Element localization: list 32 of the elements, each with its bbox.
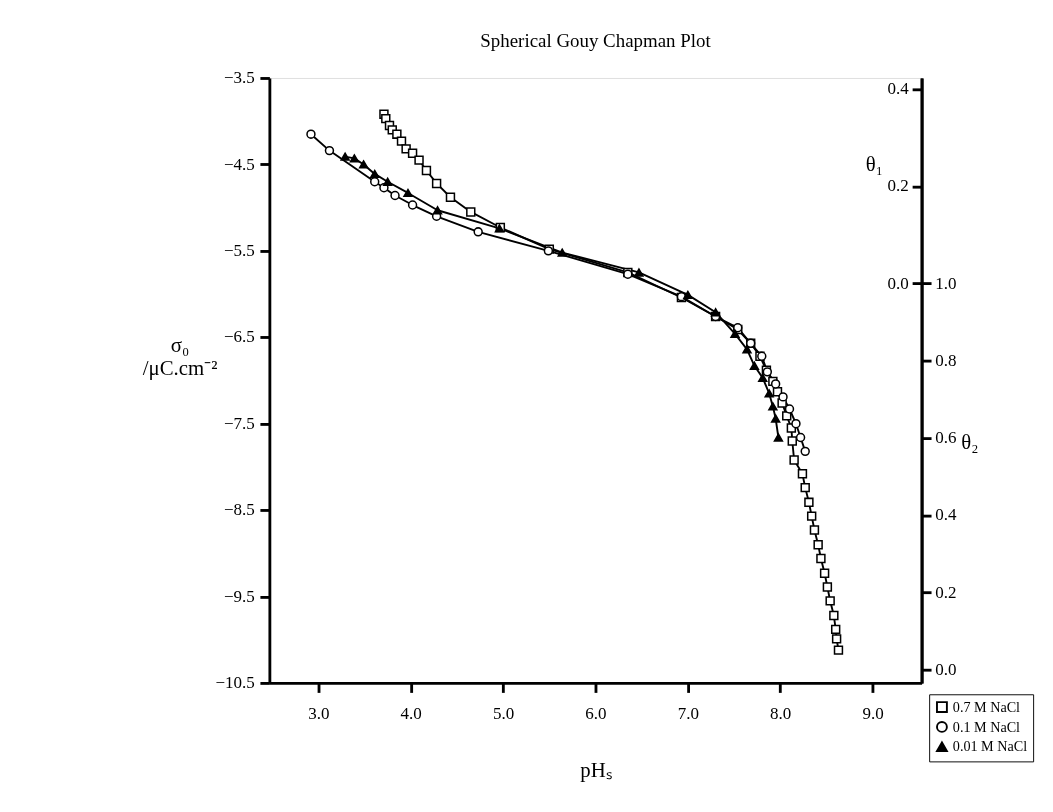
y2-tick-label: 0.2 xyxy=(887,176,909,196)
y-axis-title: σ₀ /μC.cm⁻² xyxy=(142,333,218,380)
y2-axis-title: θ₁ xyxy=(865,151,883,175)
y3-tick-label: 0.8 xyxy=(935,350,957,370)
legend-label: 0.01 M NaCl xyxy=(952,738,1028,755)
y2-tick-label: 0.4 xyxy=(887,79,910,99)
legend-label: 0.7 M NaCl xyxy=(952,698,1021,715)
x-tick-label: 8.0 xyxy=(770,704,792,724)
y3-tick-label: 0.6 xyxy=(935,428,957,448)
x-tick-label: 7.0 xyxy=(677,704,699,724)
y2-tick-label: 0.0 xyxy=(887,273,909,293)
y3-tick-label: 1.0 xyxy=(935,273,957,293)
y-tick-label: −6.5 xyxy=(223,327,255,347)
y-tick-label: −7.5 xyxy=(223,413,255,433)
y3-tick-label: 0.2 xyxy=(935,582,957,602)
x-tick-label: 9.0 xyxy=(862,704,884,724)
chart-title: Spherical Gouy Chapman Plot xyxy=(480,29,712,51)
y-tick-label: −5.5 xyxy=(223,241,255,261)
legend-label: 0.1 M NaCl xyxy=(952,718,1021,735)
y3-axis-title: θ₂ xyxy=(961,429,979,453)
y3-tick-label: 0.0 xyxy=(935,660,957,680)
y-tick-label: −9.5 xyxy=(223,586,255,606)
y-tick-label: −3.5 xyxy=(223,68,255,88)
y-tick-label: −8.5 xyxy=(223,500,255,520)
x-tick-label: 6.0 xyxy=(585,704,607,724)
y3-tick-label: 0.4 xyxy=(935,505,958,525)
x-tick-label: 3.0 xyxy=(308,704,330,724)
x-tick-label: 4.0 xyxy=(400,704,422,724)
x-axis-title: pHₛ xyxy=(580,758,612,783)
y-tick-label: −4.5 xyxy=(223,154,255,174)
x-tick-label: 5.0 xyxy=(492,704,515,724)
y-tick-label: −10.5 xyxy=(215,673,255,693)
